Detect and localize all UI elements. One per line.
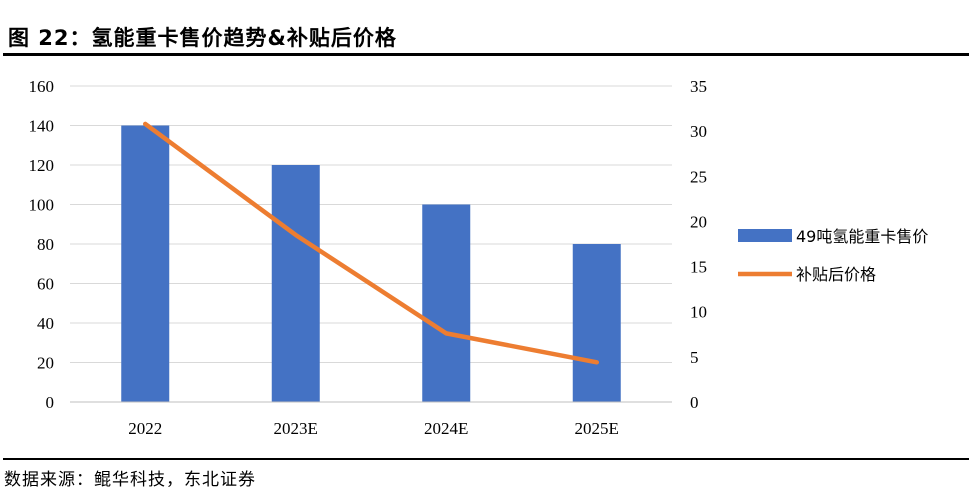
legend-swatch-bar	[738, 229, 792, 242]
y-left-tick-label: 80	[37, 235, 54, 254]
y-right-tick-label: 5	[690, 348, 699, 367]
x-tick-label: 2022	[128, 419, 162, 438]
bar	[271, 165, 320, 402]
y-left-tick-label: 0	[46, 393, 55, 412]
bar	[422, 204, 471, 402]
y-left-tick-label: 160	[29, 77, 55, 96]
bar	[572, 244, 621, 402]
x-tick-label: 2023E	[274, 419, 318, 438]
x-tick-label: 2024E	[424, 419, 468, 438]
combo-chart: 0 20 40 60 80 100 120 140 160 0 5 10 15 20 25 30 35 2022 2…	[29, 77, 929, 438]
bar	[121, 125, 170, 402]
y-left-tick-label: 40	[37, 314, 54, 333]
y-left-tick-label: 20	[37, 354, 54, 373]
y-left-tick-label: 120	[29, 156, 55, 175]
legend-label-line: 补贴后价格	[796, 265, 876, 284]
source-note: 数据来源：鲲华科技，东北证券	[4, 470, 256, 490]
y-right-tick-label: 15	[690, 258, 707, 277]
y-right-tick-label: 35	[690, 77, 707, 96]
y-left-tick-label: 140	[29, 117, 55, 136]
y-left-tick-label: 60	[37, 275, 54, 294]
bar-series	[121, 125, 621, 402]
x-tick-label: 2025E	[575, 419, 619, 438]
figure-title: 图 22：氢能重卡售价趋势&补贴后价格	[8, 26, 397, 50]
line-series	[143, 121, 599, 365]
y-right-tick-label: 30	[690, 122, 707, 141]
line-path	[143, 121, 599, 365]
y-right-tick-label: 10	[690, 303, 707, 322]
axes: 0 20 40 60 80 100 120 140 160 0 5 10 15 20 25 30 35 2022 2…	[29, 77, 708, 438]
y-right-tick-label: 20	[690, 212, 707, 231]
y-right-tick-label: 0	[690, 393, 699, 412]
gridlines	[70, 85, 672, 363]
source-rule	[3, 458, 969, 460]
legend-label-bar: 49吨氢能重卡售价	[796, 227, 928, 246]
y-right-tick-label: 25	[690, 167, 707, 186]
title-rule	[3, 53, 969, 56]
y-left-tick-label: 100	[29, 196, 55, 215]
